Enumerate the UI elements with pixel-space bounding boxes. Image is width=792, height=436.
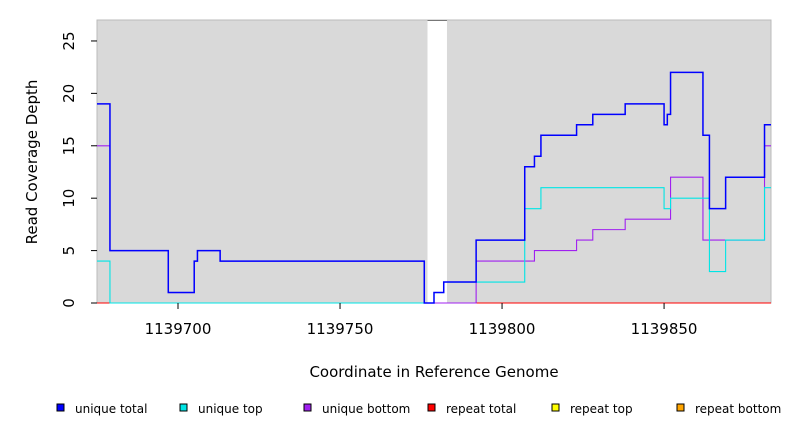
gap-region [427, 20, 447, 303]
y-tick-label: 0 [60, 298, 78, 308]
legend-label-unique-bottom: unique bottom [322, 402, 410, 416]
plot-area [96, 19, 772, 304]
legend-swatch-repeat-bottom [676, 403, 685, 412]
legend-swatch-repeat-top [551, 403, 560, 412]
legend-swatch-unique-total [56, 403, 65, 412]
legend-swatch-repeat-total [427, 403, 436, 412]
legend-label-repeat-total: repeat total [446, 402, 516, 416]
legend-label-repeat-bottom: repeat bottom [695, 402, 781, 416]
axes: 0 5 10 15 20 25 1139700 1139750 1139800 1139850 [60, 31, 697, 338]
legend-label-unique-total: unique total [75, 402, 147, 416]
series-line-unique-total [97, 71, 771, 304]
x-axis-title: Coordinate in Reference Genome [309, 363, 558, 381]
legend-swatch-unique-top [179, 403, 188, 412]
y-tick-label: 10 [60, 189, 78, 208]
y-axis-title: Read Coverage Depth [23, 80, 41, 245]
legend-label-repeat-top: repeat top [570, 402, 633, 416]
x-tick-label: 1139850 [631, 320, 698, 338]
legend-swatch-unique-bottom [303, 403, 312, 412]
x-tick-label: 1139750 [307, 320, 374, 338]
y-tick-label: 15 [60, 136, 78, 155]
y-tick-label: 5 [60, 246, 78, 256]
legend-label-unique-top: unique top [198, 402, 263, 416]
legend: unique total unique top unique bottom repea… [56, 402, 781, 416]
x-tick-label: 1139800 [469, 320, 536, 338]
y-tick-label: 25 [60, 31, 78, 50]
x-tick-label: 1139700 [145, 320, 212, 338]
y-tick-label: 20 [60, 84, 78, 103]
